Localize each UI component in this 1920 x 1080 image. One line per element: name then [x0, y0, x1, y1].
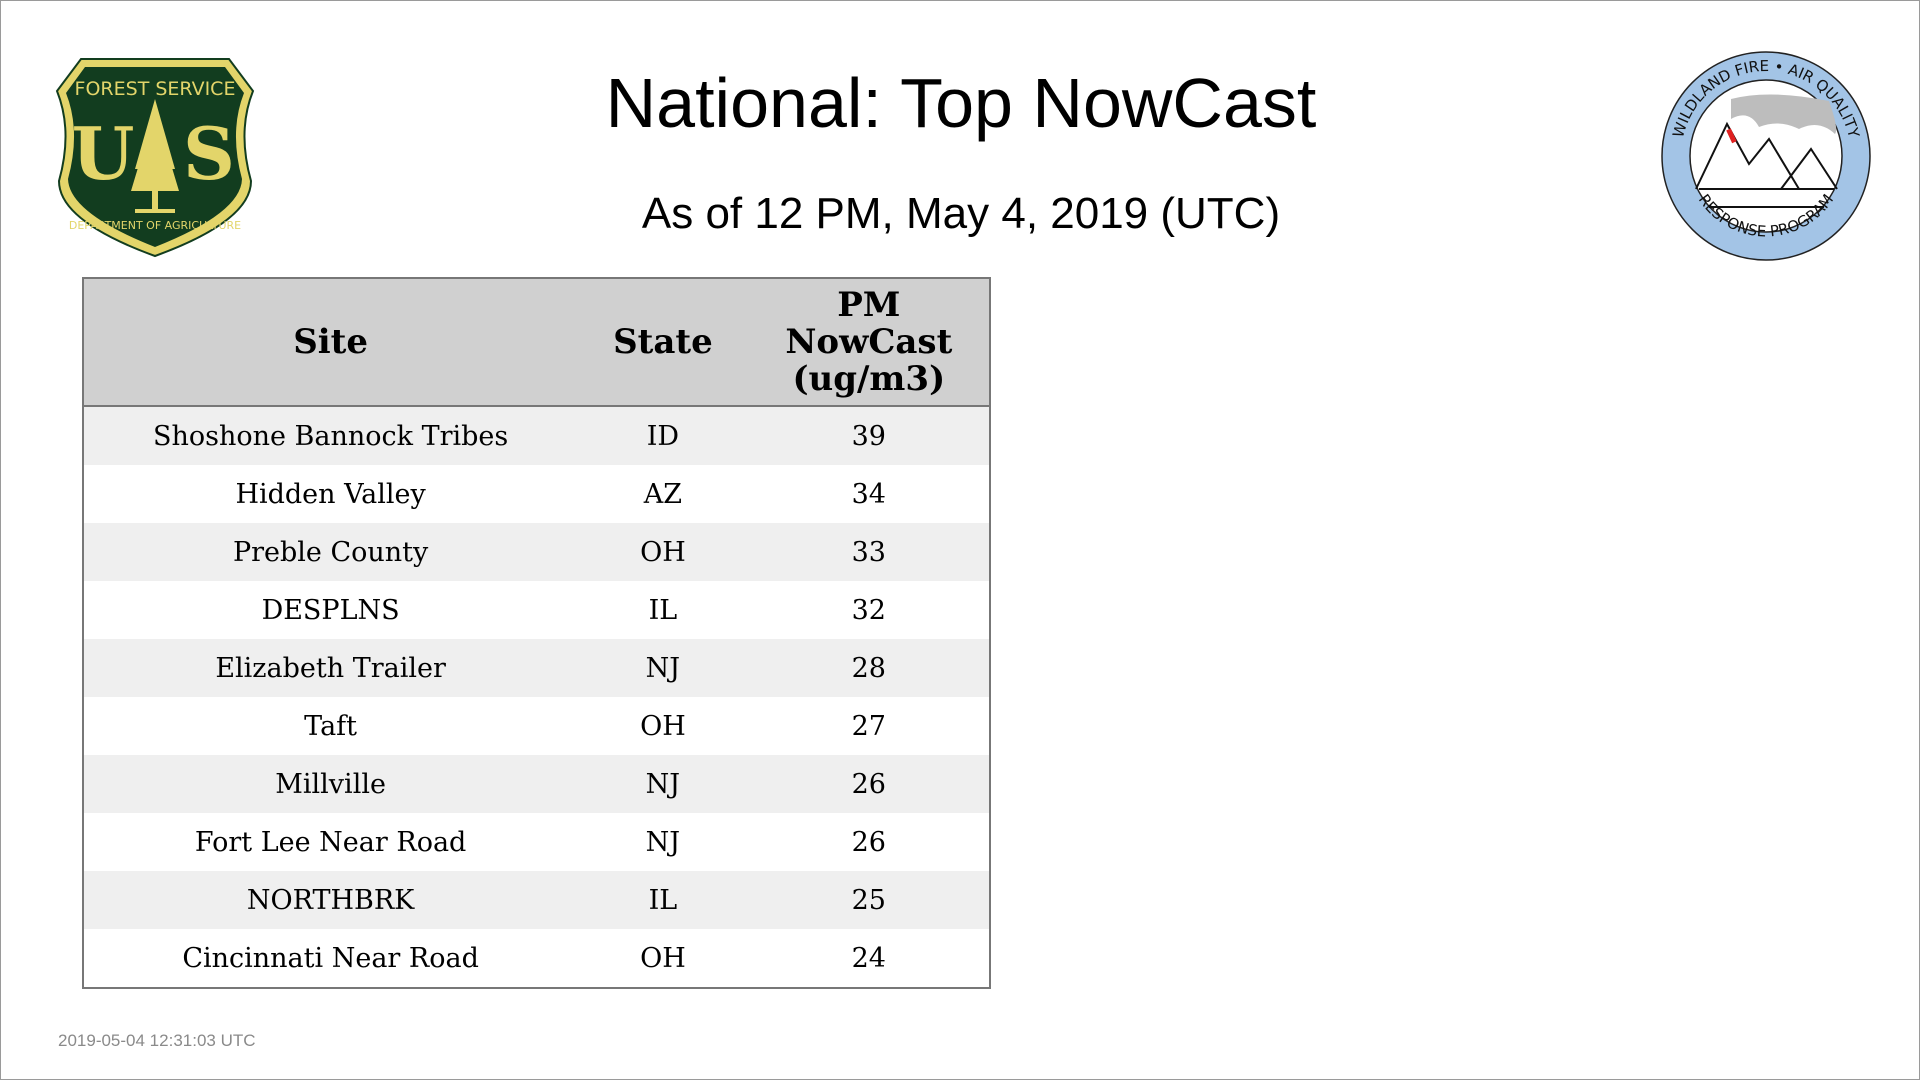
top-nowcast-table: Site State PM NowCast (ug/m3) Shoshone Ban…: [82, 277, 991, 989]
svg-text:DEPARTMENT OF AGRICULTURE: DEPARTMENT OF AGRICULTURE: [69, 219, 241, 232]
cell-site: Elizabeth Trailer: [83, 639, 578, 697]
table-row: Preble County OH 33: [83, 523, 990, 581]
generated-timestamp: 2019-05-04 12:31:03 UTC: [58, 1031, 256, 1050]
table-row: Fort Lee Near Road NJ 26: [83, 813, 990, 871]
cell-pm-nowcast: 24: [748, 929, 990, 988]
cell-pm-nowcast: 34: [748, 465, 990, 523]
cell-state: OH: [577, 523, 749, 581]
cell-state: IL: [577, 581, 749, 639]
cell-state: ID: [577, 406, 749, 465]
usfs-shield-logo: FOREST SERVICE U S DEPARTMENT OF AGRICUL…: [55, 58, 255, 258]
cell-pm-nowcast: 26: [748, 813, 990, 871]
table-row: Millville NJ 26: [83, 755, 990, 813]
cell-pm-nowcast: 26: [748, 755, 990, 813]
cell-pm-nowcast: 25: [748, 871, 990, 929]
column-header-state: State: [577, 278, 749, 407]
cell-site: NORTHBRK: [83, 871, 578, 929]
table-row: Taft OH 27: [83, 697, 990, 755]
cell-pm-nowcast: 39: [748, 406, 990, 465]
cell-site: Hidden Valley: [83, 465, 578, 523]
cell-state: IL: [577, 871, 749, 929]
svg-text:FOREST SERVICE: FOREST SERVICE: [75, 78, 236, 100]
column-header-line: PM: [837, 284, 901, 325]
cell-pm-nowcast: 33: [748, 523, 990, 581]
cell-site: Shoshone Bannock Tribes: [83, 406, 578, 465]
table-row: Cincinnati Near Road OH 24: [83, 929, 990, 988]
cell-state: NJ: [577, 813, 749, 871]
cell-site: Fort Lee Near Road: [83, 813, 578, 871]
column-header-line: (ug/m3): [792, 358, 946, 399]
svg-text:U: U: [72, 111, 135, 196]
table-row: NORTHBRK IL 25: [83, 871, 990, 929]
table-row: Elizabeth Trailer NJ 28: [83, 639, 990, 697]
cell-site: Millville: [83, 755, 578, 813]
cell-site: DESPLNS: [83, 581, 578, 639]
cell-pm-nowcast: 32: [748, 581, 990, 639]
cell-state: AZ: [577, 465, 749, 523]
cell-pm-nowcast: 28: [748, 639, 990, 697]
cell-site: Taft: [83, 697, 578, 755]
column-header-line: NowCast: [785, 321, 953, 362]
page-subtitle: As of 12 PM, May 4, 2019 (UTC): [641, 189, 1281, 238]
table-row: DESPLNS IL 32: [83, 581, 990, 639]
cell-site: Cincinnati Near Road: [83, 929, 578, 988]
column-header-pm-nowcast: PM NowCast (ug/m3): [748, 278, 990, 407]
cell-state: NJ: [577, 639, 749, 697]
svg-text:S: S: [183, 111, 235, 196]
cell-site: Preble County: [83, 523, 578, 581]
table-row: Shoshone Bannock Tribes ID 39: [83, 406, 990, 465]
table-header-row: Site State PM NowCast (ug/m3): [83, 278, 990, 407]
column-header-site: Site: [83, 278, 578, 407]
cell-pm-nowcast: 27: [748, 697, 990, 755]
wildland-fire-air-quality-logo: WILDLAND FIRE • AIR QUALITY RESPONSE PRO…: [1661, 51, 1871, 261]
cell-state: OH: [577, 697, 749, 755]
table-row: Hidden Valley AZ 34: [83, 465, 990, 523]
cell-state: NJ: [577, 755, 749, 813]
cell-state: OH: [577, 929, 749, 988]
page-title: National: Top NowCast: [605, 64, 1317, 142]
